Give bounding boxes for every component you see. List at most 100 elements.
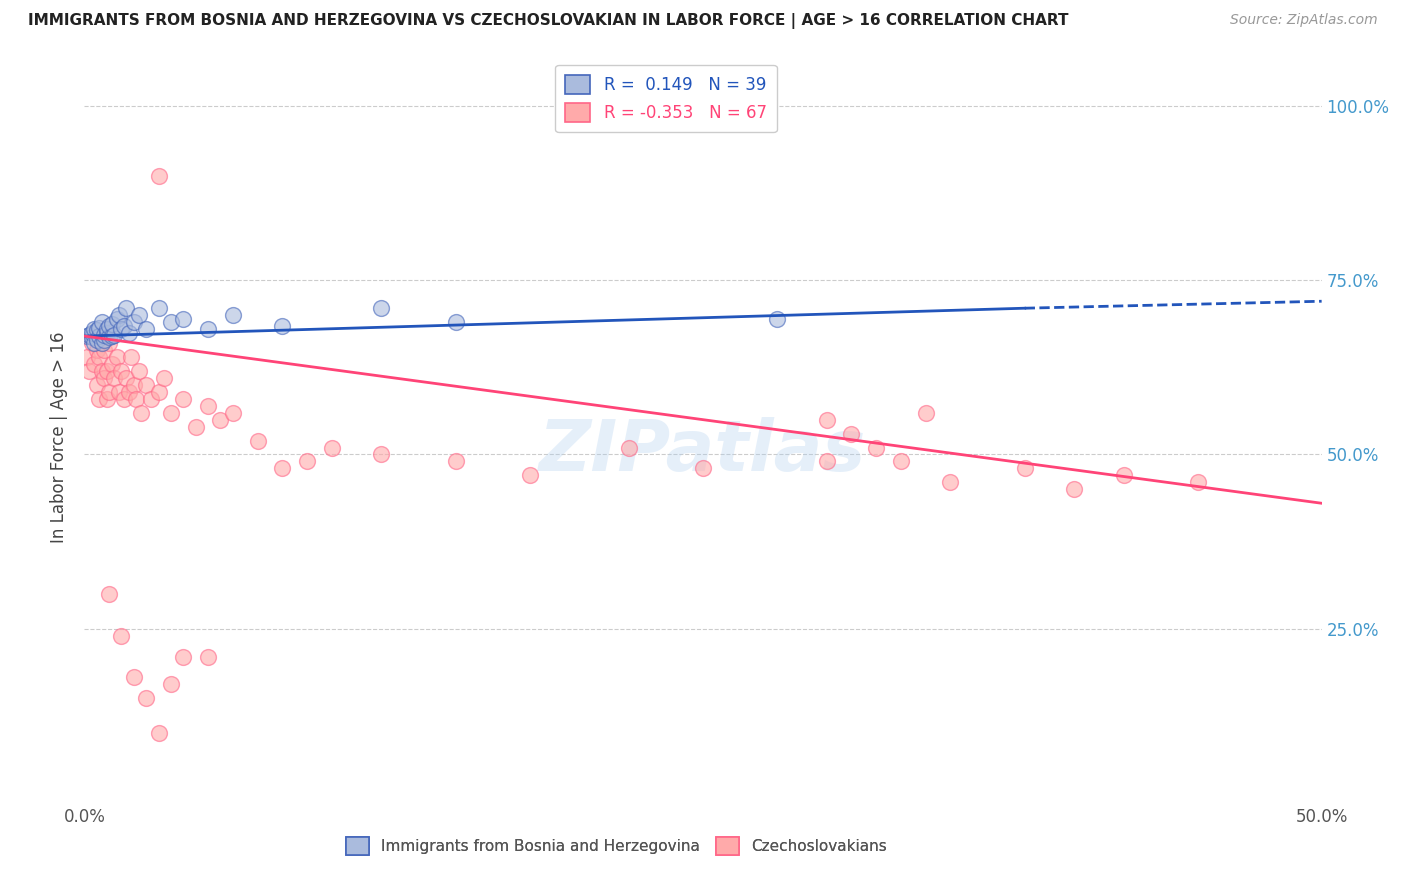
- Point: [100, 357, 122, 371]
- Point: [271, 461, 294, 475]
- Point: [98, 336, 121, 351]
- Text: ZIPatlas: ZIPatlas: [540, 417, 866, 486]
- Point: [222, 308, 245, 322]
- Point: [110, 629, 132, 643]
- Point: [80, 336, 103, 351]
- Point: [115, 301, 138, 316]
- Point: [1014, 461, 1036, 475]
- Point: [86, 324, 108, 338]
- Point: [444, 454, 467, 468]
- Point: [135, 322, 157, 336]
- Point: [76, 329, 98, 343]
- Point: [172, 392, 194, 406]
- Point: [93, 371, 115, 385]
- Point: [98, 318, 121, 333]
- Point: [370, 301, 392, 316]
- Point: [89, 350, 111, 364]
- Point: [103, 327, 125, 342]
- Point: [1112, 468, 1135, 483]
- Point: [321, 441, 343, 455]
- Point: [172, 649, 194, 664]
- Point: [148, 384, 170, 399]
- Point: [128, 364, 150, 378]
- Point: [519, 468, 541, 483]
- Point: [83, 322, 105, 336]
- Point: [105, 311, 128, 326]
- Point: [148, 301, 170, 316]
- Point: [444, 315, 467, 329]
- Point: [79, 327, 101, 342]
- Point: [135, 691, 157, 706]
- Point: [122, 377, 145, 392]
- Point: [112, 392, 135, 406]
- Point: [815, 454, 838, 468]
- Point: [160, 677, 183, 691]
- Point: [271, 318, 294, 333]
- Point: [93, 333, 115, 347]
- Point: [83, 357, 105, 371]
- Point: [100, 329, 122, 343]
- Point: [141, 392, 163, 406]
- Point: [184, 419, 207, 434]
- Y-axis label: In Labor Force | Age > 16: In Labor Force | Age > 16: [51, 331, 69, 543]
- Point: [222, 406, 245, 420]
- Point: [96, 364, 118, 378]
- Point: [122, 670, 145, 684]
- Point: [80, 326, 103, 340]
- Text: IMMIGRANTS FROM BOSNIA AND HERZEGOVINA VS CZECHOSLOVAKIAN IN LABOR FORCE | AGE >: IMMIGRANTS FROM BOSNIA AND HERZEGOVINA V…: [28, 13, 1069, 29]
- Point: [865, 441, 887, 455]
- Point: [110, 364, 132, 378]
- Point: [914, 406, 936, 420]
- Point: [90, 336, 112, 351]
- Point: [103, 371, 125, 385]
- Point: [246, 434, 269, 448]
- Point: [83, 336, 105, 351]
- Point: [152, 371, 174, 385]
- Point: [617, 441, 640, 455]
- Point: [80, 330, 103, 344]
- Point: [1063, 483, 1085, 497]
- Point: [76, 350, 98, 364]
- Point: [148, 169, 170, 183]
- Point: [110, 322, 132, 336]
- Point: [197, 399, 219, 413]
- Point: [86, 377, 108, 392]
- Point: [841, 426, 863, 441]
- Point: [118, 326, 141, 340]
- Point: [93, 327, 115, 342]
- Point: [86, 343, 108, 357]
- Point: [197, 649, 219, 664]
- Point: [766, 311, 789, 326]
- Point: [86, 333, 108, 347]
- Point: [96, 392, 118, 406]
- Point: [197, 322, 219, 336]
- Point: [135, 377, 157, 392]
- Point: [98, 587, 121, 601]
- Point: [108, 384, 131, 399]
- Point: [128, 308, 150, 322]
- Point: [209, 412, 232, 426]
- Text: Source: ZipAtlas.com: Source: ZipAtlas.com: [1230, 13, 1378, 28]
- Point: [98, 384, 121, 399]
- Point: [160, 406, 183, 420]
- Point: [90, 364, 112, 378]
- Point: [90, 315, 112, 329]
- Point: [172, 311, 194, 326]
- Point: [815, 412, 838, 426]
- Point: [370, 448, 392, 462]
- Point: [118, 384, 141, 399]
- Point: [105, 350, 128, 364]
- Point: [125, 392, 148, 406]
- Point: [122, 315, 145, 329]
- Point: [148, 726, 170, 740]
- Point: [120, 350, 142, 364]
- Point: [100, 317, 122, 331]
- Point: [295, 454, 318, 468]
- Point: [79, 364, 101, 378]
- Point: [692, 461, 714, 475]
- Point: [1187, 475, 1209, 490]
- Point: [89, 320, 111, 334]
- Point: [90, 336, 112, 351]
- Point: [108, 308, 131, 322]
- Point: [112, 318, 135, 333]
